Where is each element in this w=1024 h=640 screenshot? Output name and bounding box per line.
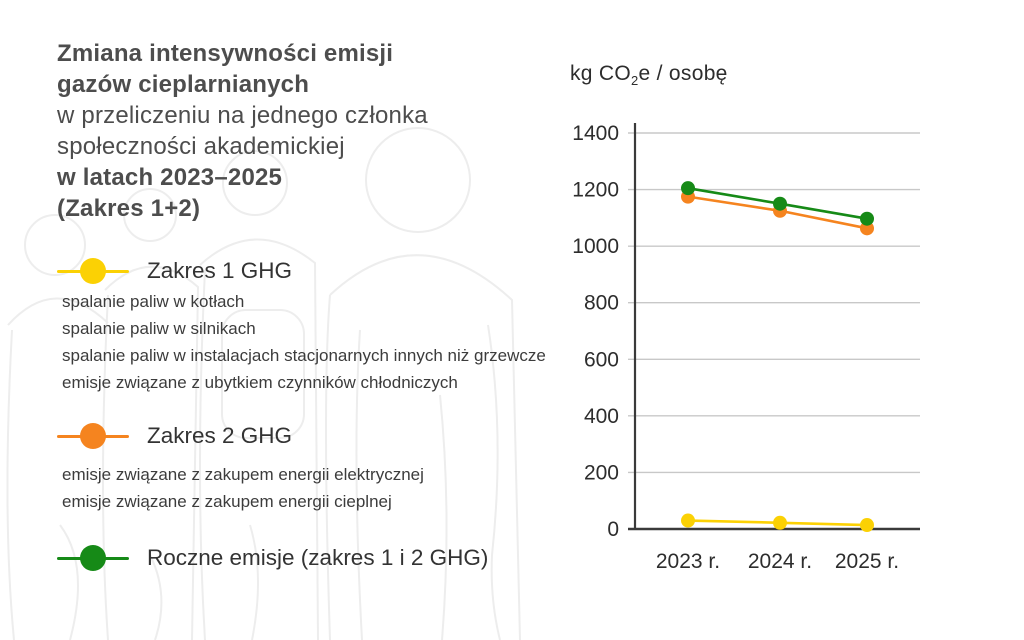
legend-label-zakres2: Zakres 2 GHG (147, 423, 293, 448)
legend-group-roczne: Roczne emisje (zakres 1 i 2 GHG) (57, 542, 488, 574)
data-point (681, 181, 695, 196)
chart-title: Zmiana intensywności emisji gazów ciepla… (57, 38, 557, 224)
legend-item: emisje związane z ubytkiem czynników chł… (62, 373, 458, 392)
data-point (860, 211, 874, 226)
legend-item: emisje związane z zakupem energii elektr… (62, 465, 424, 484)
title-line: w przeliczeniu na jednego członka (57, 102, 428, 129)
legend-items-zakres1: spalanie paliw w kotłach spalanie paliw … (62, 288, 546, 396)
unit-pre: kg CO (570, 62, 632, 85)
data-point (773, 196, 787, 211)
x-tick-label: 2025 r. (835, 550, 899, 573)
data-point (773, 515, 787, 530)
y-tick-label: 800 (584, 292, 619, 315)
x-tick-label: 2024 r. (748, 550, 812, 573)
y-tick-label: 200 (584, 461, 619, 484)
zakres1-marker-icon (57, 255, 129, 287)
title-line: gazów cieplarnianych (57, 71, 310, 98)
y-tick-label: 400 (584, 405, 619, 428)
legend-item: spalanie paliw w instalacjach stacjonarn… (62, 346, 546, 365)
legend-label-zakres1: Zakres 1 GHG (147, 258, 293, 283)
data-point (860, 221, 874, 236)
legend-group-zakres2: Zakres 2 GHG (57, 420, 292, 452)
y-tick-label: 600 (584, 348, 619, 371)
legend-item: emisje związane z zakupem energii ciepln… (62, 492, 392, 511)
unit-sub: 2 (631, 73, 639, 89)
legend-item: spalanie paliw w kotłach (62, 292, 245, 311)
y-axis-unit-label: kg CO2e / osobę (570, 62, 728, 88)
legend-label-roczne: Roczne emisje (zakres 1 i 2 GHG) (147, 545, 489, 570)
x-tick-label: 2023 r. (656, 550, 720, 573)
emissions-line-chart: 1400 1200 1000 800 600 400 200 0 2023 r. 2024 r. 2… (572, 122, 920, 573)
y-tick-label: 1400 (572, 122, 619, 145)
roczne-marker-icon (57, 542, 129, 574)
title-line: Zmiana intensywności emisji (57, 40, 394, 67)
data-point (860, 518, 874, 533)
y-tick-label: 1000 (572, 235, 619, 258)
unit-post: e / osobę (638, 62, 728, 85)
y-tick-label: 1200 (572, 179, 619, 202)
title-line: społeczności akademickiej (57, 133, 345, 160)
data-point (681, 513, 695, 528)
zakres2-marker-icon (57, 420, 129, 452)
legend-items-zakres2: emisje związane z zakupem energii elektr… (62, 461, 424, 515)
y-tick-label: 0 (607, 518, 619, 541)
legend-item: spalanie paliw w silnikach (62, 319, 256, 338)
title-line: (Zakres 1+2) (57, 195, 201, 222)
title-line: w latach 2023–2025 (57, 164, 283, 191)
legend-group-zakres1: Zakres 1 GHG (57, 255, 292, 287)
